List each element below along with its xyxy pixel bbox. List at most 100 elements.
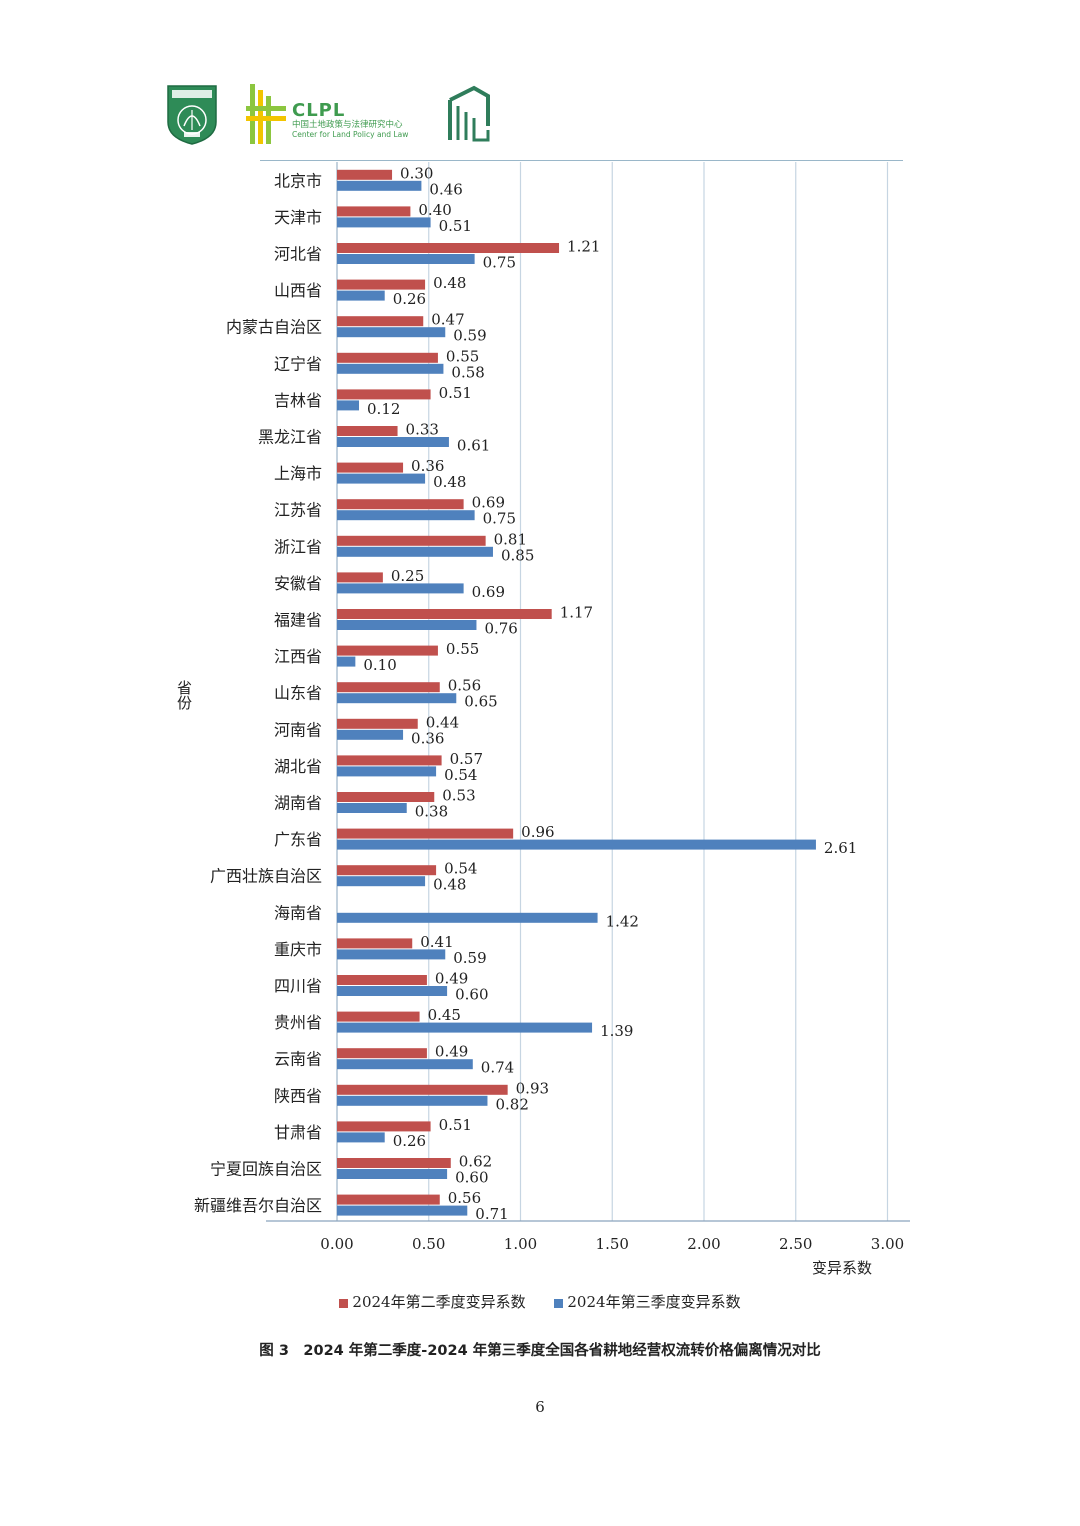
data-label-q2: 0.49	[435, 970, 468, 988]
bar-q3	[337, 1059, 473, 1070]
data-label-q2: 0.40	[418, 201, 451, 219]
category-label: 上海市	[274, 464, 322, 483]
bar-q3	[337, 656, 356, 667]
legend-swatch-q2	[339, 1298, 349, 1308]
bar-q2	[337, 975, 427, 985]
category-label: 黑龙江省	[258, 428, 322, 447]
bar-q2	[337, 1158, 451, 1168]
bar-q3	[337, 1169, 448, 1179]
data-label-q2: 0.41	[420, 933, 453, 951]
data-label-q2: 0.33	[406, 421, 439, 439]
category-label: 湖北省	[274, 757, 322, 776]
page-number: 6	[535, 1398, 545, 1416]
data-label-q2: 0.56	[448, 1189, 481, 1207]
category-label: 山东省	[274, 684, 322, 703]
category-label: 河南省	[274, 720, 322, 739]
bar-q3	[337, 327, 446, 338]
bar-q3	[337, 290, 385, 301]
bar-q3	[337, 766, 437, 777]
x-tick-label: 3.00	[871, 1235, 904, 1253]
legend: 2024年第二季度变异系数 2024年第三季度变异系数	[0, 1291, 1080, 1312]
bar-q3	[337, 546, 493, 557]
data-label-q3: 0.76	[484, 620, 517, 638]
data-label-q3: 0.59	[453, 327, 486, 345]
bar-q2	[337, 1194, 440, 1205]
clpl-chinese-name: 中国土地政策与法律研究中心	[292, 120, 403, 130]
bar-q3	[337, 400, 360, 411]
bar-q3	[337, 803, 407, 813]
bar-q3	[337, 254, 475, 264]
bar-q3	[337, 1132, 385, 1143]
data-label-q2: 0.48	[433, 274, 466, 292]
bar-q2	[337, 938, 413, 949]
data-label-q3: 0.82	[495, 1095, 528, 1113]
bar-q3	[337, 1095, 488, 1106]
category-label: 安徽省	[274, 574, 322, 593]
bar-q2	[337, 609, 552, 619]
data-label-q3: 0.36	[411, 729, 444, 747]
data-label-q3: 0.48	[433, 876, 466, 894]
data-label-q2: 0.96	[521, 823, 554, 841]
bar-q2	[337, 243, 560, 253]
institute-logo-icon	[448, 85, 490, 142]
bar-q3	[337, 583, 464, 594]
bar-q2	[337, 755, 442, 766]
data-label-q3: 0.71	[475, 1205, 508, 1223]
data-label-q3: 0.69	[472, 583, 505, 601]
data-label-q3: 0.48	[433, 473, 466, 491]
bar-q3	[337, 620, 477, 630]
clpl-title: CLPL	[292, 100, 346, 121]
bar-q2	[337, 499, 464, 510]
data-label-q3: 0.54	[444, 766, 477, 784]
category-label: 内蒙古自治区	[226, 318, 322, 337]
university-emblem-icon	[167, 85, 217, 145]
data-label-q3: 1.42	[606, 912, 639, 930]
category-label: 重庆市	[274, 940, 322, 959]
bar-q2	[337, 279, 426, 290]
data-label-q2: 0.57	[450, 750, 483, 768]
data-label-q2: 0.62	[459, 1153, 492, 1171]
data-label-q2: 0.56	[448, 677, 481, 695]
bar-q2	[337, 718, 418, 729]
x-tick-label: 0.50	[412, 1235, 445, 1253]
data-label-q2: 0.51	[439, 1116, 472, 1134]
category-label: 山西省	[274, 281, 322, 300]
data-label-q2: 0.30	[400, 164, 433, 182]
category-label: 贵州省	[274, 1013, 322, 1032]
data-label-q3: 0.26	[393, 290, 426, 308]
bar-q3	[337, 437, 449, 447]
category-label: 广东省	[274, 830, 322, 849]
category-label: 广西壮族自治区	[210, 867, 322, 886]
bar-q2	[337, 828, 514, 839]
category-label: 天津市	[274, 208, 322, 227]
x-axis-title: 变异系数	[812, 1259, 873, 1277]
bar-q2	[337, 1048, 427, 1059]
data-label-q2: 0.25	[391, 567, 424, 585]
bar-q2	[337, 1121, 431, 1132]
data-label-q2: 0.47	[431, 311, 464, 329]
y-axis-title: 省份	[175, 680, 193, 710]
bar-q2	[337, 352, 438, 363]
x-tick-label: 2.00	[687, 1235, 720, 1253]
bar-q3	[337, 217, 431, 228]
data-label-q2: 0.44	[426, 713, 459, 731]
category-label: 甘肃省	[274, 1123, 322, 1142]
data-label-q3: 0.60	[455, 986, 488, 1004]
data-label-q3: 0.74	[481, 1059, 514, 1077]
clpl-mark-icon	[246, 84, 286, 144]
category-label: 云南省	[274, 1050, 322, 1069]
category-label: 湖南省	[274, 794, 322, 813]
bar-q3	[337, 1022, 593, 1033]
data-label-q3: 0.10	[363, 656, 396, 674]
x-tick-label: 2.50	[779, 1235, 812, 1253]
bar-q2	[337, 169, 393, 180]
category-label: 吉林省	[274, 391, 322, 410]
data-label-q3: 0.26	[393, 1132, 426, 1150]
bar-q2	[337, 645, 438, 656]
bar-q3	[337, 363, 444, 374]
data-label-q2: 0.69	[472, 494, 505, 512]
x-tick-label: 1.00	[504, 1235, 537, 1253]
bar-q3	[337, 693, 457, 704]
bar-q3	[337, 180, 422, 191]
data-label-q3: 0.51	[439, 217, 472, 235]
